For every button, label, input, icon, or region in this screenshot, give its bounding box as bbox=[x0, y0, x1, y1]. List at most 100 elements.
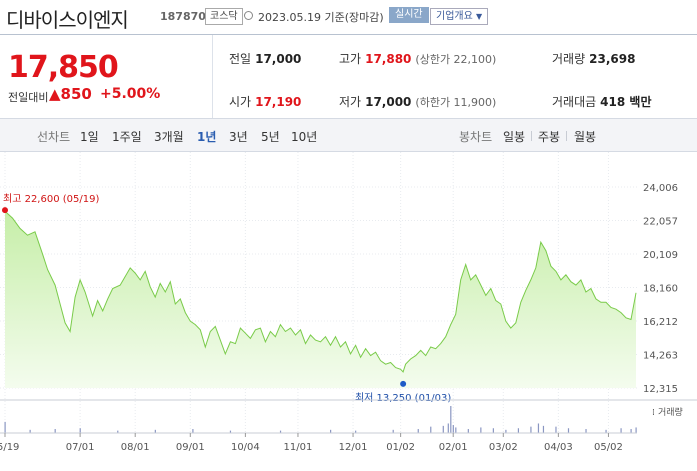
volume-bar bbox=[417, 429, 419, 433]
volume-bar bbox=[392, 429, 394, 433]
x-tick-label: 05/02 bbox=[594, 442, 623, 453]
y-tick-label: 22,057 bbox=[643, 217, 678, 228]
day-high: 고가 17,880 (상한가 22,100) bbox=[339, 52, 497, 66]
volume-bar bbox=[54, 429, 56, 433]
candle-chart-label: 봉차트 bbox=[459, 130, 493, 144]
line-chart-label: 선차트 bbox=[37, 130, 71, 144]
stock-name: 디바이스이엔지 bbox=[6, 8, 129, 32]
x-tick-label: 10/04 bbox=[231, 442, 260, 453]
high-annotation: 최고 22,600 (05/19) bbox=[3, 193, 99, 205]
y-axis: 24,006 22,057 20,109 18,160 16,212 14,263 12,3… bbox=[643, 183, 678, 395]
clock-icon bbox=[244, 11, 253, 20]
day-low: 저가 17,000 (하한가 11,900) bbox=[339, 95, 497, 109]
price-line bbox=[4, 210, 637, 373]
tab-separator bbox=[531, 131, 532, 141]
x-tick-label: 11/01 bbox=[284, 442, 313, 453]
volume-bar bbox=[4, 421, 6, 433]
volume-legend-icon: ⁞ bbox=[652, 408, 655, 418]
volume-bar bbox=[542, 425, 545, 433]
volume-bar bbox=[450, 406, 452, 433]
stock-code: 187870 bbox=[160, 10, 206, 23]
open-price: 시가 17,190 bbox=[229, 95, 302, 109]
change-label: 전일대비 bbox=[8, 91, 49, 104]
volume-bar bbox=[330, 429, 332, 433]
header-divider bbox=[0, 34, 697, 35]
tab-3y[interactable]: 3년 bbox=[229, 130, 248, 144]
price-area bbox=[5, 211, 636, 388]
volume-bar bbox=[530, 426, 532, 433]
x-tick-label: 02/01 bbox=[439, 442, 468, 453]
current-price: 17,850 bbox=[8, 50, 119, 85]
volume-bar bbox=[635, 427, 637, 433]
x-tick-label: 09/01 bbox=[176, 442, 205, 453]
volume-bar bbox=[192, 429, 194, 433]
tab-monthly[interactable]: 월봉 bbox=[574, 130, 597, 144]
volume-bar bbox=[492, 428, 494, 433]
volume-bar bbox=[585, 429, 587, 433]
x-tick-label: 01/02 bbox=[386, 442, 415, 453]
chevron-down-icon: ▼ bbox=[476, 12, 483, 21]
volume-bar bbox=[467, 429, 469, 433]
volume-bar bbox=[279, 430, 282, 433]
divider bbox=[212, 35, 213, 118]
price-chart: 24,006 22,057 20,109 18,160 16,212 14,263 12,3… bbox=[0, 152, 697, 453]
company-overview-label: 기업개요 bbox=[436, 11, 473, 22]
volume-bar bbox=[430, 426, 432, 433]
y-tick-label: 14,263 bbox=[643, 351, 678, 362]
y-tick-label: 12,315 bbox=[643, 384, 678, 395]
low-annotation: 최저 13,250 (01/03) bbox=[355, 392, 451, 404]
volume-bar bbox=[79, 428, 81, 433]
volume-bar bbox=[517, 428, 520, 433]
x-tick-label: 12/01 bbox=[339, 442, 368, 453]
volume-bar bbox=[442, 425, 444, 433]
volume-bar bbox=[117, 430, 119, 433]
tab-daily[interactable]: 일봉 bbox=[503, 130, 526, 144]
reference-date: 2023.05.19 기준(장마감) bbox=[258, 11, 384, 24]
volume-bar bbox=[29, 429, 31, 433]
high-point-marker bbox=[2, 207, 8, 214]
volume-bar bbox=[480, 427, 482, 433]
volume-bars bbox=[4, 406, 637, 433]
volume-bar bbox=[567, 428, 570, 433]
x-tick-label: 07/01 bbox=[66, 442, 95, 453]
change-value: ▲850 bbox=[49, 85, 92, 103]
volume-legend: 거래량 bbox=[658, 406, 683, 418]
chart-tab-bar: 선차트 1일 1주일 3개월 1년 3년 5년 10년 봉차트 일봉 주봉 월봉 bbox=[0, 118, 697, 152]
tab-1w[interactable]: 1주일 bbox=[112, 130, 142, 144]
volume: 거래량 23,698 bbox=[552, 52, 636, 66]
x-tick-label: 08/01 bbox=[121, 442, 150, 453]
x-tick-label: 05/19 bbox=[0, 442, 19, 453]
low-point-marker bbox=[400, 380, 407, 387]
volume-bar bbox=[452, 425, 454, 433]
change-percent: +5.00% bbox=[100, 86, 161, 102]
tab-5y[interactable]: 5년 bbox=[261, 130, 280, 144]
tab-weekly[interactable]: 주봉 bbox=[538, 130, 561, 144]
volume-bar bbox=[229, 430, 232, 433]
tab-separator bbox=[566, 131, 567, 141]
y-tick-label: 20,109 bbox=[643, 250, 678, 261]
y-tick-label: 16,212 bbox=[643, 317, 678, 328]
y-tick-label: 24,006 bbox=[643, 183, 678, 194]
tab-3m[interactable]: 3개월 bbox=[154, 130, 184, 144]
stock-header: 디바이스이엔지 187870 코스닥 2023.05.19 기준(장마감) 실시… bbox=[0, 0, 697, 33]
volume-bar bbox=[620, 428, 622, 433]
volume-bar bbox=[505, 429, 507, 433]
trade-amount: 거래대금 418 백만 bbox=[552, 95, 652, 109]
tab-10y[interactable]: 10년 bbox=[291, 130, 318, 144]
volume-bar bbox=[537, 423, 540, 433]
x-axis: 05/19 07/01 08/01 09/01 10/04 11/01 12/01 01/02… bbox=[0, 433, 623, 453]
tab-1d[interactable]: 1일 bbox=[80, 130, 99, 144]
realtime-button[interactable]: 실시간 bbox=[389, 7, 429, 23]
market-badge: 코스닥 bbox=[205, 8, 243, 25]
volume-bar bbox=[630, 429, 632, 433]
company-overview-dropdown[interactable]: 기업개요 ▼ bbox=[430, 8, 489, 25]
tab-1y[interactable]: 1년 bbox=[197, 130, 217, 144]
prev-close: 전일 17,000 bbox=[229, 52, 302, 66]
volume-bar bbox=[605, 429, 607, 433]
x-tick-label: 04/03 bbox=[544, 442, 573, 453]
volume-bar bbox=[555, 426, 557, 433]
volume-bar bbox=[455, 427, 457, 433]
volume-bar bbox=[447, 423, 449, 433]
volume-bar bbox=[355, 430, 357, 433]
x-tick-label: 03/02 bbox=[489, 442, 518, 453]
